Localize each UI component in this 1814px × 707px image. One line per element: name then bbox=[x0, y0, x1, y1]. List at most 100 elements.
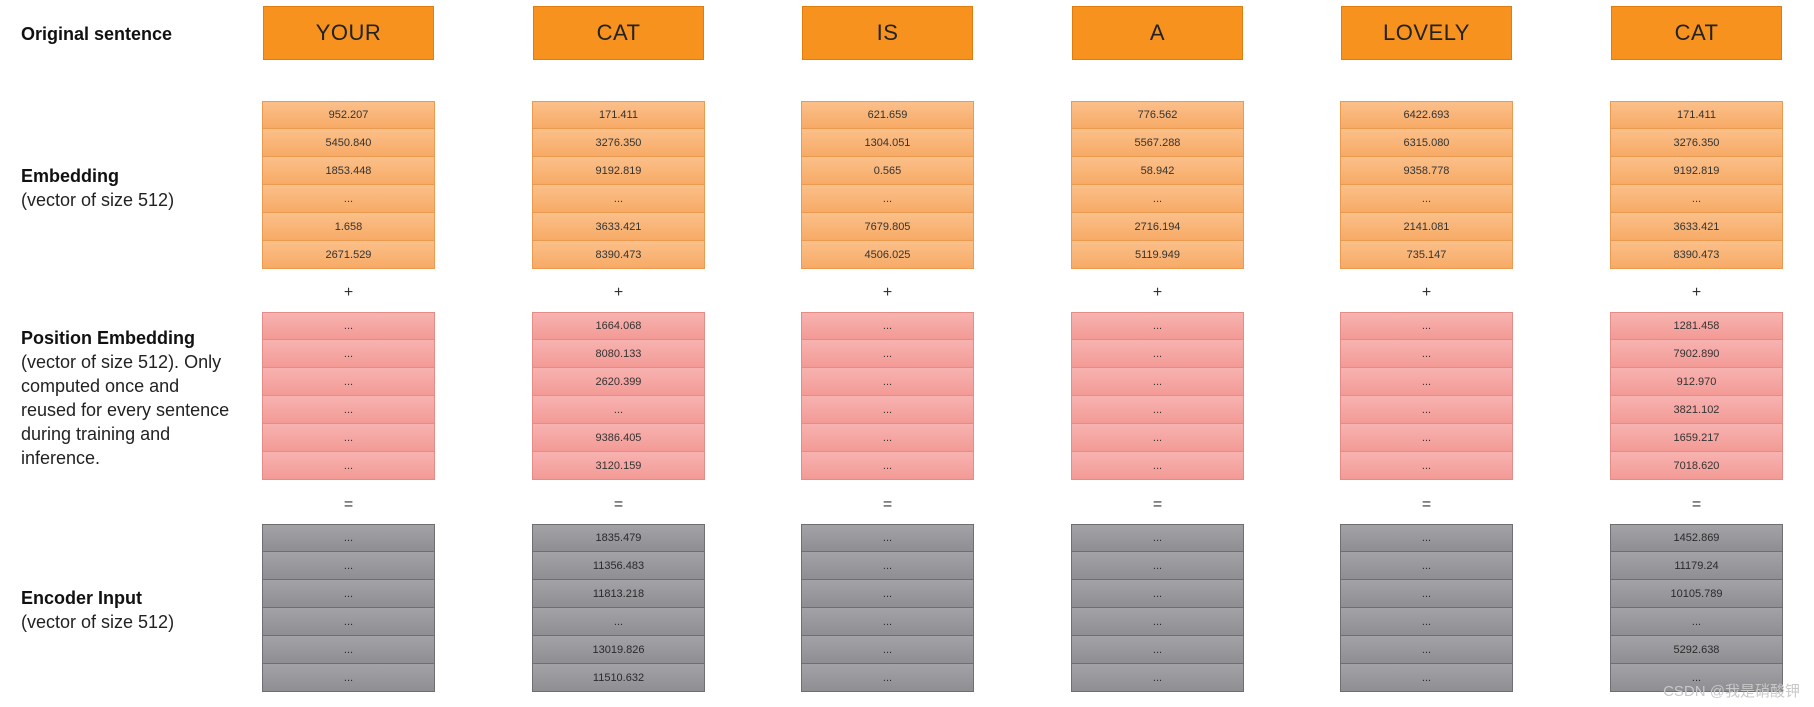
embedding-vector: 952.207 5450.840 1853.448... 1.658 2671.529 bbox=[262, 101, 435, 269]
vector-cell: 1853.448 bbox=[262, 157, 435, 185]
vector-cell: 1281.458 bbox=[1610, 312, 1783, 340]
vector-cell: ... bbox=[1071, 185, 1244, 213]
position-embedding-vector: .................. bbox=[1071, 312, 1244, 480]
vector-cell: ... bbox=[262, 368, 435, 396]
vector-cell: ... bbox=[1340, 664, 1513, 692]
vector-cell: ... bbox=[1071, 524, 1244, 552]
vector-cell: 2620.399 bbox=[532, 368, 705, 396]
plus-operator: + bbox=[1421, 284, 1432, 301]
vector-cell: ... bbox=[1340, 396, 1513, 424]
encoder-input-subtitle: (vector of size 512) bbox=[21, 612, 175, 632]
vector-cell: 1304.051 bbox=[801, 129, 974, 157]
vector-cell: 3120.159 bbox=[532, 452, 705, 480]
equals-operator: = bbox=[1421, 496, 1432, 513]
embedding-vector: 621.659 1304.051 0.565... 7679.805 4506.025 bbox=[801, 101, 974, 269]
vector-cell: 11356.483 bbox=[532, 552, 705, 580]
vector-cell: 5119.949 bbox=[1071, 241, 1244, 269]
equals-operator: = bbox=[343, 496, 354, 513]
vector-cell: 5292.638 bbox=[1610, 636, 1783, 664]
vector-cell: 0.565 bbox=[801, 157, 974, 185]
vector-cell: ... bbox=[1340, 424, 1513, 452]
vector-cell: 7902.890 bbox=[1610, 340, 1783, 368]
vector-cell: ... bbox=[801, 452, 974, 480]
vector-cell: ... bbox=[532, 608, 705, 636]
token-column: A 776.562 5567.288 58.942... 2716.194 5119.94… bbox=[1071, 0, 1244, 700]
vector-cell: 9386.405 bbox=[532, 424, 705, 452]
vector-cell: 1659.217 bbox=[1610, 424, 1783, 452]
position-embedding-vector: 1281.458 7902.890 912.970 3821.102 1659.217 7… bbox=[1610, 312, 1783, 480]
position-embedding-vector: 1664.068 8080.133 2620.399... 9386.405 3120.… bbox=[532, 312, 705, 480]
vector-cell: 5450.840 bbox=[262, 129, 435, 157]
vector-cell: 3633.421 bbox=[532, 213, 705, 241]
encoder-input-vector: 1835.479 11356.483 11813.218... 13019.826 11… bbox=[532, 524, 705, 692]
watermark: CSDN @我是硝酸钾 bbox=[1663, 683, 1800, 700]
vector-cell: 3821.102 bbox=[1610, 396, 1783, 424]
plus-operator: + bbox=[882, 284, 893, 301]
equals-operator: = bbox=[882, 496, 893, 513]
vector-cell: ... bbox=[1340, 524, 1513, 552]
vector-cell: 952.207 bbox=[262, 101, 435, 129]
vector-cell: 9192.819 bbox=[532, 157, 705, 185]
vector-cell: 4506.025 bbox=[801, 241, 974, 269]
vector-cell: ... bbox=[1071, 452, 1244, 480]
vector-cell: 8390.473 bbox=[532, 241, 705, 269]
vector-cell: 3276.350 bbox=[532, 129, 705, 157]
vector-cell: ... bbox=[262, 340, 435, 368]
embedding-vector: 171.411 3276.350 9192.819... 3633.421 8390.4… bbox=[532, 101, 705, 269]
token-column: CAT 171.411 3276.350 9192.819... 3633.421 839… bbox=[1610, 0, 1783, 700]
vector-cell: 13019.826 bbox=[532, 636, 705, 664]
token-column: LOVELY 6422.693 6315.080 9358.778... 2141.08… bbox=[1340, 0, 1513, 700]
encoder-input-vector: .................. bbox=[1340, 524, 1513, 692]
vector-cell: 9192.819 bbox=[1610, 157, 1783, 185]
vector-cell: ... bbox=[801, 580, 974, 608]
vector-cell: ... bbox=[1340, 608, 1513, 636]
vector-cell: 171.411 bbox=[1610, 101, 1783, 129]
label-original-sentence: Original sentence bbox=[21, 22, 172, 46]
vector-cell: ... bbox=[1340, 636, 1513, 664]
vector-cell: 1835.479 bbox=[532, 524, 705, 552]
position-embedding-vector: .................. bbox=[801, 312, 974, 480]
vector-cell: ... bbox=[801, 552, 974, 580]
token-word: CAT bbox=[1611, 6, 1782, 60]
vector-cell: 2141.081 bbox=[1340, 213, 1513, 241]
encoder-input-vector: .................. bbox=[801, 524, 974, 692]
vector-cell: ... bbox=[801, 368, 974, 396]
vector-cell: ... bbox=[262, 452, 435, 480]
vector-cell: 1452.869 bbox=[1610, 524, 1783, 552]
vector-cell: ... bbox=[1071, 580, 1244, 608]
vector-cell: ... bbox=[1340, 552, 1513, 580]
vector-cell: 11179.24 bbox=[1610, 552, 1783, 580]
vector-cell: 2671.529 bbox=[262, 241, 435, 269]
token-column: IS 621.659 1304.051 0.565... 7679.805 4506.02… bbox=[801, 0, 974, 700]
vector-cell: 5567.288 bbox=[1071, 129, 1244, 157]
vector-cell: ... bbox=[1610, 185, 1783, 213]
equals-operator: = bbox=[1691, 496, 1702, 513]
embedding-vector: 6422.693 6315.080 9358.778... 2141.081 735.1… bbox=[1340, 101, 1513, 269]
encoder-input-vector: 1452.869 11179.24 10105.789... 5292.638... bbox=[1610, 524, 1783, 692]
vector-cell: ... bbox=[1071, 340, 1244, 368]
vector-cell: ... bbox=[1340, 452, 1513, 480]
vector-cell: ... bbox=[1610, 664, 1783, 692]
label-embedding: Embedding (vector of size 512) bbox=[21, 164, 211, 212]
label-encoder-input: Encoder Input (vector of size 512) bbox=[21, 586, 211, 634]
vector-cell: ... bbox=[1071, 368, 1244, 396]
vector-cell: 11813.218 bbox=[532, 580, 705, 608]
vector-cell: 8390.473 bbox=[1610, 241, 1783, 269]
vector-cell: ... bbox=[262, 185, 435, 213]
encoder-input-vector: .................. bbox=[1071, 524, 1244, 692]
vector-cell: ... bbox=[262, 424, 435, 452]
equals-operator: = bbox=[613, 496, 624, 513]
vector-cell: 11510.632 bbox=[532, 664, 705, 692]
token-word: A bbox=[1072, 6, 1243, 60]
vector-cell: ... bbox=[1340, 580, 1513, 608]
vector-cell: ... bbox=[801, 312, 974, 340]
original-sentence-title: Original sentence bbox=[21, 24, 173, 44]
vector-cell: ... bbox=[801, 636, 974, 664]
vector-cell: ... bbox=[532, 185, 705, 213]
vector-cell: 2716.194 bbox=[1071, 213, 1244, 241]
vector-cell: ... bbox=[1071, 312, 1244, 340]
vector-cell: ... bbox=[1071, 664, 1244, 692]
plus-operator: + bbox=[613, 284, 624, 301]
plus-operator: + bbox=[343, 284, 354, 301]
vector-cell: ... bbox=[1071, 636, 1244, 664]
